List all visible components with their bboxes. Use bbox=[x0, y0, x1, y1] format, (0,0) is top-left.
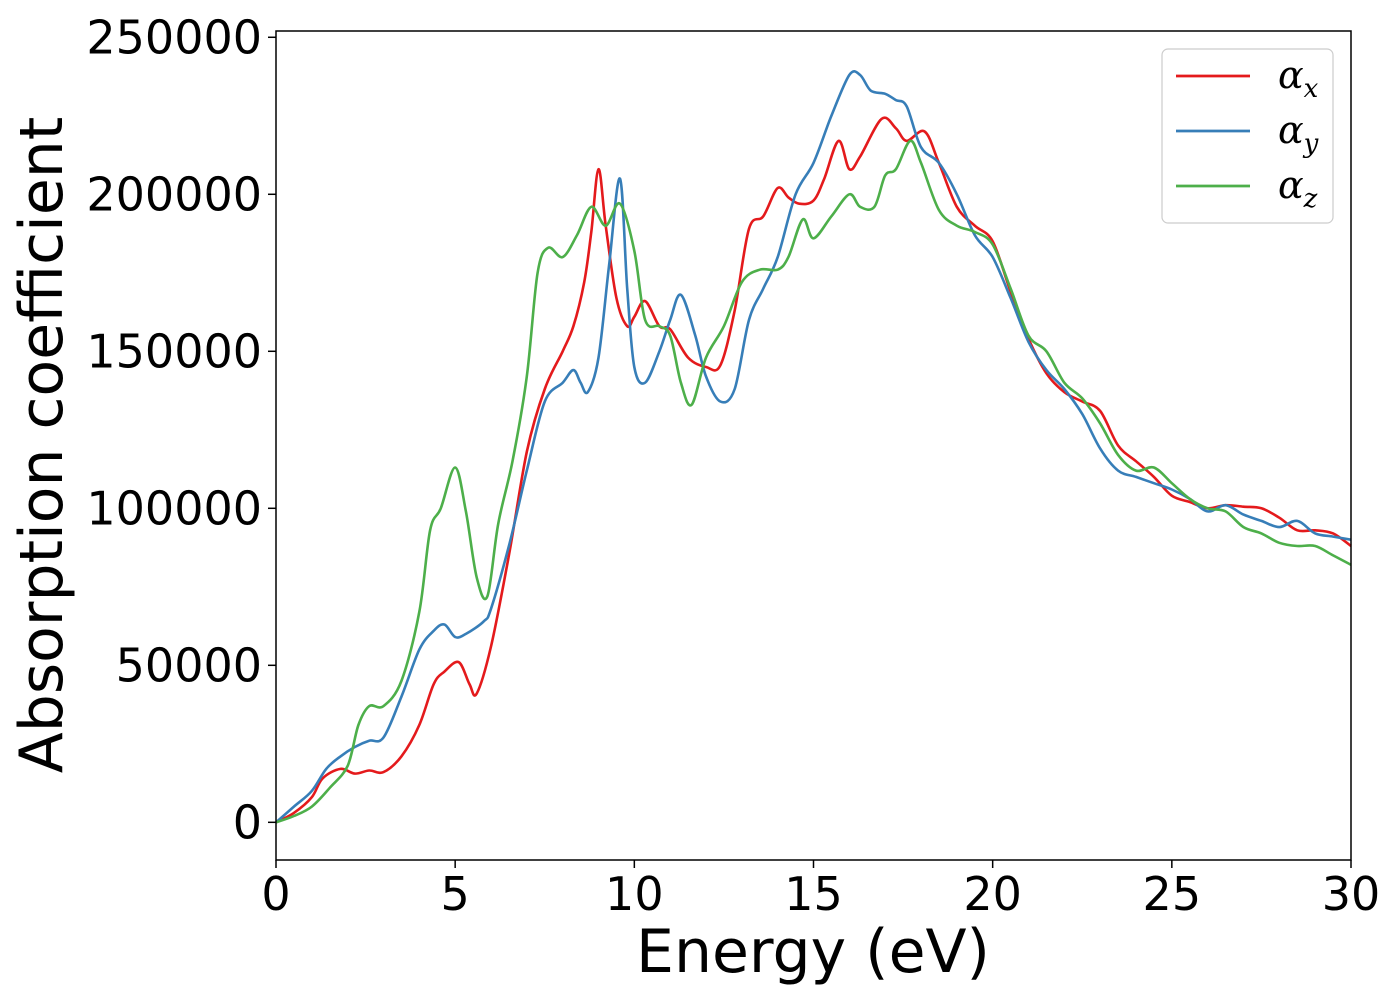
series-line-z bbox=[275, 139, 1352, 824]
series-layer bbox=[275, 70, 1352, 824]
y-tick-label: 100000 bbox=[86, 481, 262, 535]
x-tick-label: 0 bbox=[261, 867, 290, 921]
legend-label-y: αy bbox=[1278, 108, 1319, 159]
x-tick-label: 25 bbox=[1143, 867, 1202, 921]
y-tick-label: 200000 bbox=[86, 167, 262, 221]
x-tick-label: 5 bbox=[441, 867, 470, 921]
x-tick-label: 20 bbox=[963, 867, 1022, 921]
y-tick-label: 0 bbox=[233, 795, 262, 849]
y-tick-label: 250000 bbox=[86, 10, 262, 64]
x-axis-title: Energy (eV) bbox=[636, 917, 990, 987]
x-axis: 0 5 10 15 20 25 30 bbox=[261, 860, 1380, 921]
y-tick-label: 150000 bbox=[86, 324, 262, 378]
y-axis: 0 50000 100000 150000 200000 250000 bbox=[86, 10, 276, 849]
legend-box bbox=[1161, 48, 1334, 224]
y-tick-label: 50000 bbox=[116, 638, 262, 692]
x-tick-label: 30 bbox=[1322, 867, 1381, 921]
series-line-y bbox=[275, 70, 1352, 824]
x-tick-label: 10 bbox=[605, 867, 664, 921]
series-line-x bbox=[275, 116, 1352, 824]
legend-label-x: αx bbox=[1278, 53, 1319, 104]
legend-label-z: αz bbox=[1278, 163, 1318, 214]
y-axis-title: Absorption coefficient bbox=[7, 117, 77, 774]
x-tick-label: 15 bbox=[784, 867, 843, 921]
